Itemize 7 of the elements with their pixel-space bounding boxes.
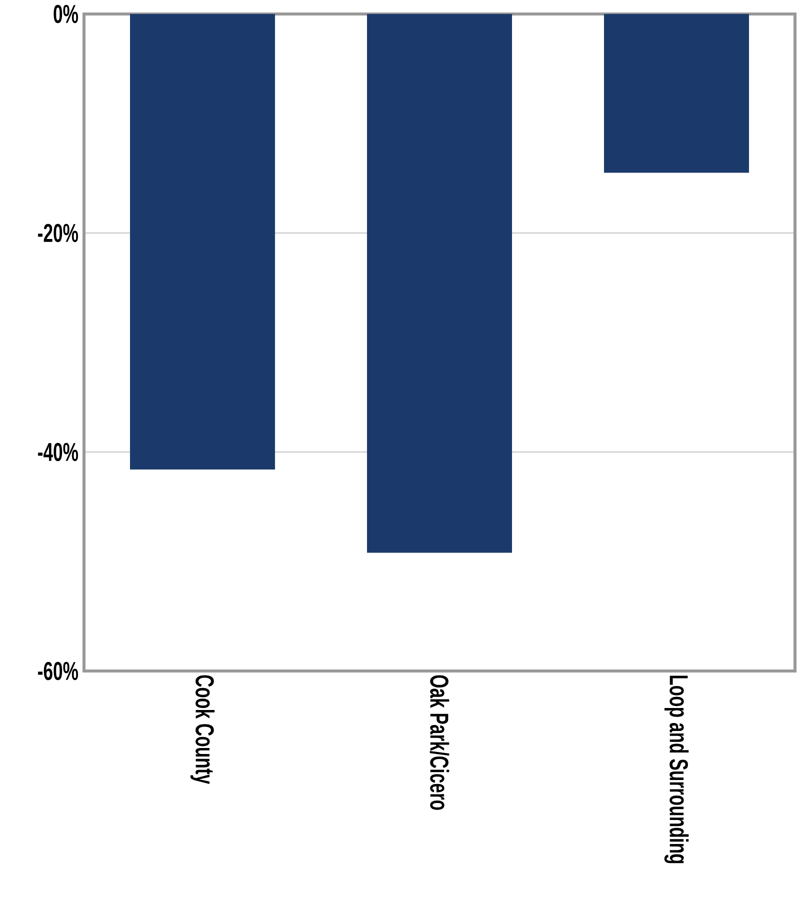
y-tick-label: -60% xyxy=(38,662,78,680)
x-tick-label: Cook County xyxy=(190,675,215,784)
y-tick-label: -40% xyxy=(38,442,78,462)
x-tick-label: Loop and Surrounding xyxy=(664,676,689,864)
x-tick-label: Oak Park/Cicero xyxy=(430,675,450,810)
y-tick-label: -20% xyxy=(38,224,78,242)
y-tick-label: 0% xyxy=(54,4,78,24)
